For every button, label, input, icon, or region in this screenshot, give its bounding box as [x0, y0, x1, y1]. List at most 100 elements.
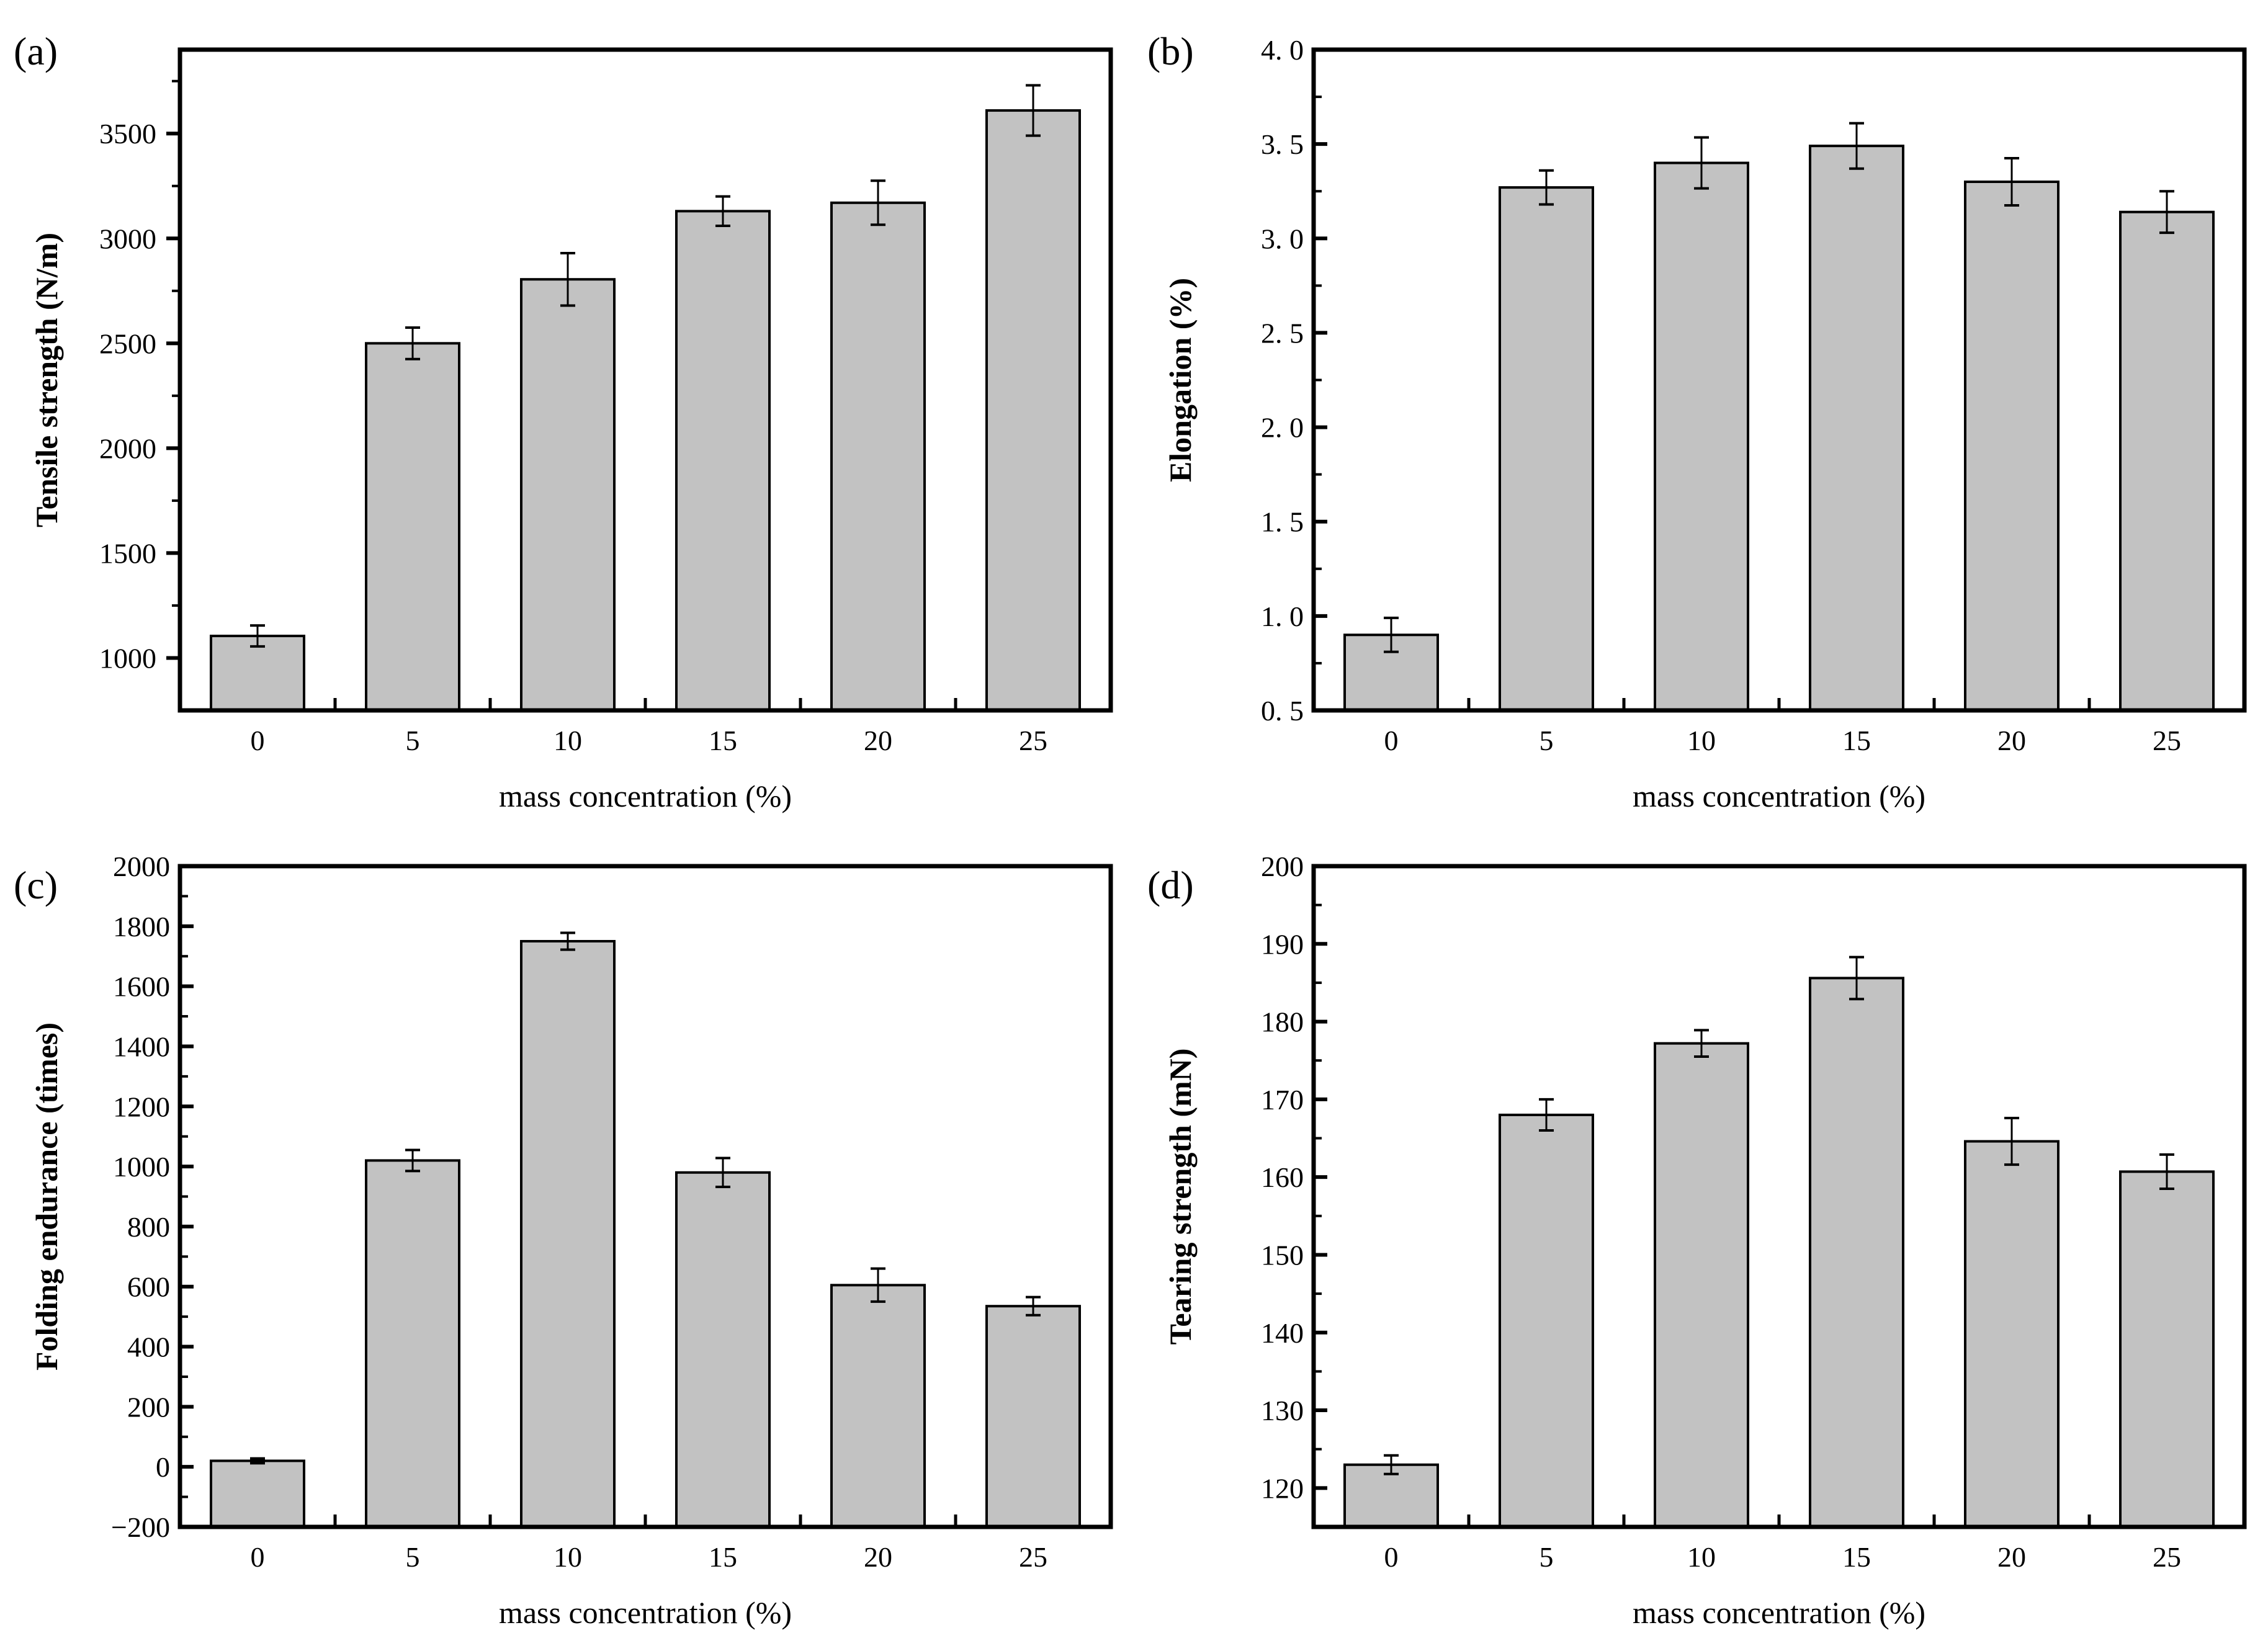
panel-c-letter: (c)	[14, 863, 58, 907]
x-tick-label: 5	[406, 1541, 420, 1573]
bar-20pct	[830, 201, 926, 712]
x-tick-label: 0	[251, 725, 265, 756]
bar-15pct	[675, 210, 771, 712]
panel-b-letter: (b)	[1147, 29, 1194, 73]
y-tick-label: 2. 0	[1261, 412, 1304, 444]
y-tick-label: 1. 0	[1261, 601, 1304, 632]
y-tick-label: 1. 5	[1261, 506, 1304, 538]
bar-10pct	[520, 940, 616, 1529]
plot-frame	[1311, 47, 2247, 713]
x-axis-title: mass concentration (%)	[499, 779, 792, 813]
x-tick-label: 20	[864, 1541, 892, 1573]
x-tick-label: 10	[1687, 725, 1716, 756]
chart-b-elongation: 0. 5 1. 0 1. 5 2. 0 2. 5 3. 0 3. 5 4. 0 0 5 10 15 20…	[1163, 34, 2247, 813]
bar-25pct	[985, 109, 1081, 712]
y-tick-label: 0. 5	[1261, 695, 1304, 727]
bar-10pct	[520, 278, 616, 712]
x-tick-label: 0	[1384, 1541, 1399, 1573]
x-tick-label: 5	[406, 725, 420, 756]
y-tick-label: 3. 5	[1261, 128, 1304, 160]
x-tick-label: 10	[1687, 1541, 1716, 1573]
y-tick-label: 800	[127, 1211, 170, 1243]
y-tick-label: 180	[1261, 1006, 1304, 1038]
bar-20pct	[1964, 181, 2060, 712]
y-tick-label: 170	[1261, 1084, 1304, 1116]
bar-25pct	[2119, 210, 2215, 712]
y-tick-label: 1800	[113, 911, 170, 942]
bar-15pct	[1809, 977, 1904, 1528]
y-tick-label: 1000	[113, 1151, 170, 1183]
y-tick-label: 1000	[99, 642, 156, 674]
y-tick-label: −200	[111, 1511, 170, 1543]
panel-b: (b) 0. 5 1. 0 1. 5 2. 0 2. 5 3. 0 3. 5 4. 0 0 5 10…	[1134, 0, 2268, 816]
y-tick-label: 1600	[113, 971, 170, 1003]
y-tick-label: 200	[127, 1391, 170, 1423]
x-tick-label: 15	[1842, 725, 1871, 756]
x-tick-label: 5	[1540, 725, 1554, 756]
x-axis-title: mass concentration (%)	[1633, 1595, 1925, 1630]
bar-0pct	[210, 1459, 305, 1528]
y-tick-label: 3. 0	[1261, 223, 1304, 254]
plot-frame	[1311, 864, 2247, 1529]
x-tick-label: 10	[554, 1541, 582, 1573]
x-tick-label: 25	[1019, 725, 1047, 756]
y-tick-label: 1400	[113, 1031, 170, 1062]
plot-frame	[177, 864, 1113, 1529]
bar-25pct	[2119, 1170, 2215, 1528]
x-tick-label: 20	[1997, 725, 2026, 756]
y-axis-title: Tearing strength (mN)	[1163, 1049, 1198, 1345]
y-axis-title: Elongation (%)	[1163, 278, 1198, 482]
x-tick-label: 15	[709, 1541, 737, 1573]
x-axis-title: mass concentration (%)	[499, 1595, 792, 1630]
x-tick-label: 25	[2153, 725, 2181, 756]
x-tick-label: 10	[554, 725, 582, 756]
x-tick-label: 15	[1842, 1541, 1871, 1573]
bar-5pct	[365, 1159, 460, 1528]
y-tick-label: 2000	[113, 851, 170, 882]
y-tick-label: 120	[1261, 1472, 1304, 1504]
y-tick-label: 600	[127, 1271, 170, 1303]
x-tick-label: 0	[251, 1541, 265, 1573]
bar-10pct	[1654, 1042, 1749, 1528]
bar-25pct	[985, 1305, 1081, 1528]
x-tick-label: 0	[1384, 725, 1399, 756]
y-tick-label: 130	[1261, 1395, 1304, 1426]
bar-20pct	[830, 1284, 926, 1528]
plot-frame	[177, 47, 1113, 713]
bar-5pct	[1499, 1113, 1594, 1528]
y-tick-label: 3500	[99, 118, 156, 150]
panel-a-letter: (a)	[14, 29, 58, 73]
y-tick-label: 1200	[113, 1091, 170, 1122]
bar-20pct	[1964, 1140, 2060, 1528]
x-tick-label: 5	[1540, 1541, 1554, 1573]
x-axis-title: mass concentration (%)	[1633, 779, 1925, 813]
y-tick-label: 2000	[99, 432, 156, 464]
y-tick-label: 1500	[99, 537, 156, 569]
y-tick-label: 400	[127, 1331, 170, 1363]
x-tick-label: 20	[864, 725, 892, 756]
x-tick-label: 25	[1019, 1541, 1047, 1573]
bar-5pct	[1499, 186, 1594, 712]
bar-15pct	[1809, 145, 1904, 712]
y-axis-title: Folding endurance (times)	[29, 1022, 64, 1371]
panel-a: (a) 1000 1500 2000 2500 3000 3500 0 5 10 15 20 25 ma…	[0, 0, 1134, 816]
panel-d: (d) 120 130 140 150 160 170 180 190 200 0 5 10 15 20 2…	[1134, 816, 2268, 1633]
y-tick-label: 0	[156, 1451, 170, 1483]
y-tick-label: 190	[1261, 928, 1304, 960]
bar-10pct	[1654, 161, 1749, 712]
y-tick-label: 2500	[99, 328, 156, 359]
x-tick-label: 20	[1997, 1541, 2026, 1573]
y-tick-label: 200	[1261, 851, 1304, 882]
panel-c: (c) −200 0 200 400 600 800 1000 1200 1400 1600 180…	[0, 816, 1134, 1633]
y-tick-label: 2. 5	[1261, 317, 1304, 349]
y-tick-label: 4. 0	[1261, 34, 1304, 66]
y-tick-label: 150	[1261, 1239, 1304, 1271]
x-tick-label: 15	[709, 725, 737, 756]
bar-5pct	[365, 342, 460, 712]
y-tick-label: 140	[1261, 1317, 1304, 1349]
chart-c-folding-endurance: −200020040060080010001200140016001800200…	[29, 851, 1113, 1630]
y-axis-title: Tensile strength (N/m)	[29, 233, 64, 527]
x-tick-label: 25	[2153, 1541, 2181, 1573]
bar-15pct	[675, 1171, 771, 1528]
